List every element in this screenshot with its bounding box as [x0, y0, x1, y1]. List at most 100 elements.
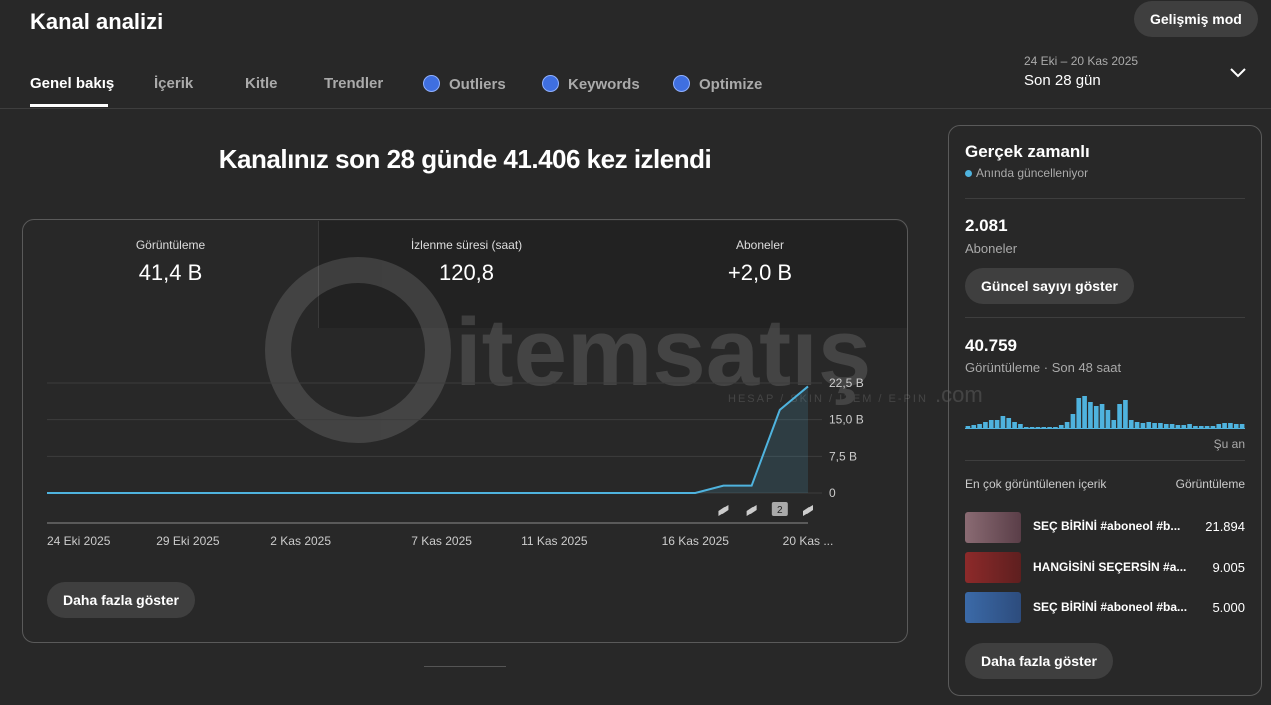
now-label: Şu an [1213, 437, 1245, 451]
content-title[interactable]: SEÇ BİRİNİ #aboneol #ba... [1033, 600, 1188, 614]
content-views: 5.000 [1212, 600, 1245, 615]
subscriber-count: 2.081 [965, 216, 1008, 235]
line [47, 385, 809, 494]
tab[interactable]: Genel bakış [30, 75, 115, 92]
thumbnail [965, 552, 1021, 583]
realtime-status: Anında güncelleniyor [965, 166, 1088, 180]
realtime-subtitle: Anında güncelleniyor [976, 166, 1089, 180]
bar [1029, 427, 1035, 428]
annotation-badge [771, 502, 788, 516]
metric-value: 120,8 [438, 260, 495, 285]
bar [1099, 404, 1105, 428]
tab-indicator [30, 104, 108, 107]
bar [1158, 423, 1163, 428]
bar [971, 425, 977, 428]
y-tick-label: 15,0 B [829, 413, 864, 427]
bar [1181, 425, 1187, 428]
tab-icon [423, 75, 440, 92]
x-tick-label: 20 Kas ... [783, 534, 834, 548]
watermark-brand: itemsatış [455, 299, 871, 406]
bar [1198, 426, 1204, 428]
summary-headline: Kanalınız son 28 günde 41.406 kez izlend… [218, 144, 712, 174]
bar [1006, 418, 1012, 428]
bar [1123, 400, 1128, 428]
tab[interactable]: Trendler [324, 75, 384, 92]
bar [1082, 396, 1087, 428]
scroll-indicator [424, 666, 506, 667]
date-range-label[interactable]: Son 28 gün [1024, 72, 1101, 89]
top-content-column: Görüntüleme [1175, 477, 1245, 491]
bar [1105, 410, 1111, 428]
bar [1175, 425, 1181, 428]
bar [1035, 427, 1041, 428]
divider [965, 460, 1245, 461]
watermark: itemsatış HESAP / SKIN / ITEM / E-PIN .c… [265, 257, 983, 443]
bar [1058, 425, 1064, 428]
refresh-button[interactable]: Güncel sayıyı göster [965, 268, 1134, 304]
bar [1111, 420, 1117, 428]
subscriber-label: Aboneler [965, 241, 1018, 256]
bar [1018, 424, 1023, 428]
bar [965, 426, 971, 428]
bar [1193, 426, 1198, 428]
bar [1047, 427, 1052, 428]
annotation-label: 2 [777, 505, 783, 516]
metric-tab[interactable]: Görüntüleme 41,4 B [23, 221, 318, 328]
bar [1041, 427, 1047, 428]
thumbnail [965, 592, 1021, 623]
watermark-tagline: HESAP / SKIN / ITEM / E-PIN [728, 393, 928, 405]
metric-label: Aboneler [735, 238, 785, 252]
bar [1064, 422, 1070, 428]
bar [1088, 402, 1093, 428]
bar [1140, 423, 1146, 428]
x-tick-label: 2 Kas 2025 [270, 534, 331, 548]
shorts-marker [746, 505, 757, 516]
metric-value: 41,4 B [138, 260, 203, 285]
metric-value: +2,0 B [727, 260, 793, 285]
bar [983, 422, 988, 428]
bar [1128, 420, 1134, 428]
watermark-domain: .com [935, 382, 983, 407]
tab-icon [673, 75, 690, 92]
tab[interactable]: Outliers [423, 75, 506, 93]
tab[interactable]: İçerik [154, 75, 194, 92]
metric-tab[interactable]: Aboneler +2,0 B [613, 221, 907, 328]
tab-label: Outliers [449, 76, 506, 93]
realtime-title: Gerçek zamanlı [965, 142, 1090, 161]
bar [1204, 426, 1210, 428]
overview-card: Görüntüleme 41,4 B İzlenme süresi (saat) 1… [22, 219, 908, 643]
divider [965, 317, 1245, 318]
bar [1023, 427, 1029, 428]
y-tick-label: 0 [829, 486, 836, 500]
tab[interactable]: Optimize [673, 75, 762, 93]
bar [1233, 424, 1239, 428]
x-tick-label: 29 Eki 2025 [156, 534, 220, 548]
more-button[interactable]: Daha fazla göster [47, 582, 195, 618]
bar [1187, 424, 1192, 428]
advanced-mode-button[interactable]: Gelişmiş mod [1134, 1, 1258, 37]
live-dot [965, 170, 972, 177]
bar [1053, 427, 1058, 428]
content-views: 21.894 [1205, 519, 1245, 534]
bar [1076, 398, 1082, 428]
bar [1228, 423, 1233, 428]
tab[interactable]: Kitle [245, 75, 278, 92]
bar [1070, 414, 1076, 428]
y-tick-label: 22,5 B [829, 376, 864, 390]
bar [977, 424, 982, 428]
y-tick-label: 7,5 B [829, 449, 857, 463]
tab[interactable]: Keywords [542, 75, 640, 93]
content-title[interactable]: HANGİSİNİ SEÇERSİN #a... [1033, 560, 1187, 574]
content-views: 9.005 [1212, 560, 1245, 575]
x-tick-label: 24 Eki 2025 [47, 534, 111, 548]
views-label: Görüntüleme · Son 48 saat [965, 360, 1122, 375]
metric-tab[interactable]: İzlenme süresi (saat) 120,8 [318, 221, 614, 328]
bar [1012, 422, 1017, 428]
page-title: Kanal analizi [30, 9, 164, 34]
bar [1146, 422, 1152, 428]
more-button[interactable]: Daha fazla göster [965, 643, 1113, 679]
dropdown-arrow[interactable] [1229, 66, 1247, 80]
content-title[interactable]: SEÇ BİRİNİ #aboneol #b... [1033, 519, 1181, 533]
